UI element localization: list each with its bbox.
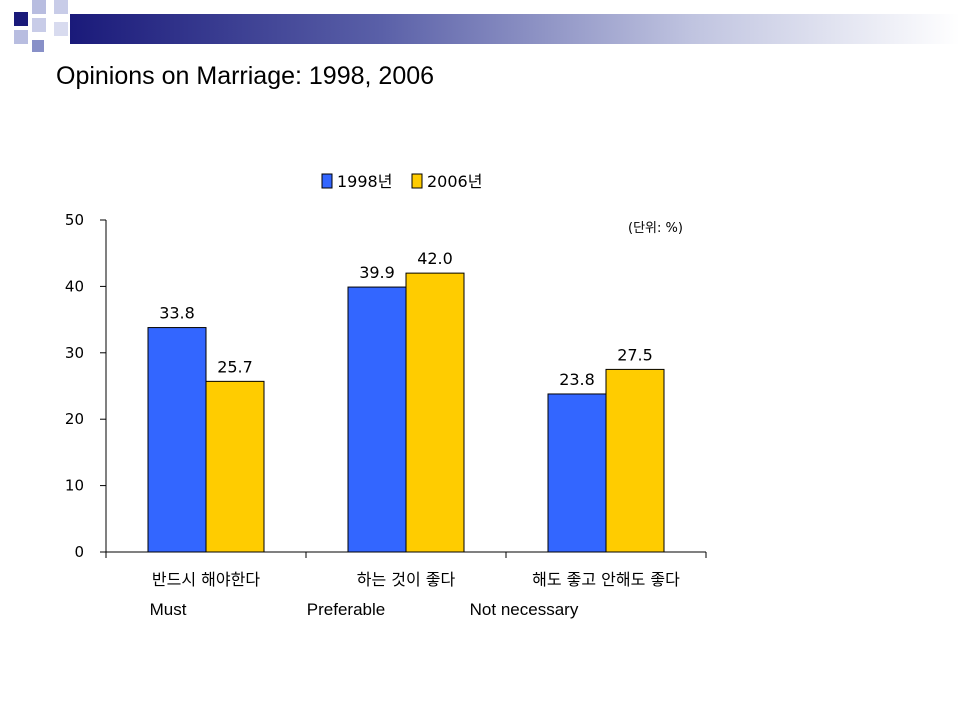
bar-2006-2: [605, 368, 665, 553]
chart-bars: [147, 272, 665, 553]
x-category-label-en: Preferable: [307, 600, 385, 619]
bar-2006-1: [405, 272, 465, 553]
deco-square-light: [54, 22, 68, 36]
y-tick-label: 20: [65, 410, 84, 428]
deco-square-light: [32, 0, 46, 14]
data-label: 27.5: [617, 345, 653, 364]
unit-note: (단위: %): [628, 221, 683, 236]
deco-square-light: [14, 30, 28, 44]
deco-square-light: [32, 18, 46, 32]
chart-axes: 0 10 20 30 40 50: [65, 211, 707, 561]
y-tick-label: 10: [65, 477, 84, 495]
data-label: 25.7: [217, 357, 253, 376]
x-category-label: 해도 좋고 안해도 좋다: [532, 570, 680, 589]
y-tick-label: 30: [65, 344, 84, 362]
legend-label: 2006년: [427, 172, 482, 191]
bar-2006-0: [205, 380, 265, 553]
y-tick-label: 0: [74, 543, 84, 561]
deco-square-dark: [14, 12, 28, 26]
header-gradient-bar: [70, 14, 960, 44]
data-label: 33.8: [159, 304, 195, 323]
chart-legend: 1998년 2006년: [321, 172, 482, 191]
x-category-label: 반드시 해야한다: [152, 570, 260, 589]
bar-1998-0: [147, 327, 207, 553]
legend-label: 1998년: [337, 172, 392, 191]
y-tick-label: 50: [65, 211, 84, 229]
deco-square-light: [54, 0, 68, 14]
y-tick-label: 40: [65, 277, 84, 295]
bar-1998-1: [347, 286, 407, 553]
x-category-label-en: Not necessary: [470, 600, 579, 619]
x-category-label-en: Must: [150, 600, 187, 619]
data-label: 42.0: [417, 249, 453, 268]
slide-title: Opinions on Marriage: 1998, 2006: [56, 62, 435, 90]
legend-swatch: [321, 173, 333, 189]
header-decoration: [0, 0, 960, 60]
legend-swatch: [411, 173, 423, 189]
deco-square-mid: [32, 40, 44, 52]
data-label: 23.8: [559, 370, 595, 389]
bar-1998-2: [547, 393, 607, 553]
chart-labels: 33.8 25.7 반드시 해야한다 39.9 42.0 하는 것이 좋다 23.8 27.5…: [150, 249, 681, 619]
data-label: 39.9: [359, 263, 395, 282]
x-category-label: 하는 것이 좋다: [357, 570, 456, 589]
